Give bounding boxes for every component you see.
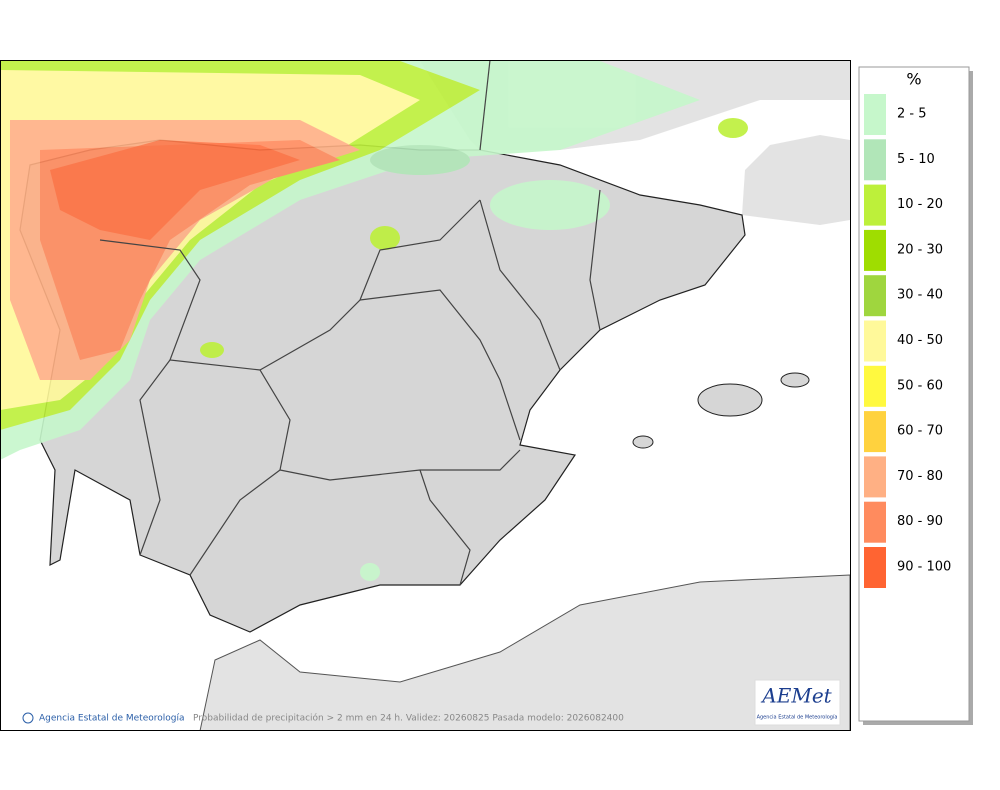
copyright-text: Agencia Estatal de Meteorología xyxy=(39,714,185,724)
legend-swatch xyxy=(864,139,886,181)
map xyxy=(0,60,851,731)
legend: % 2 - 5 5 - 10 10 - 20 20 - 30 30 - 40 40 - 5… xyxy=(858,66,973,725)
logo-mark: AEMet xyxy=(760,684,832,708)
africa-land xyxy=(199,574,850,730)
ibiza xyxy=(632,435,654,449)
legend-swatch xyxy=(864,94,886,135)
legend-label: 40 - 50 xyxy=(897,333,943,348)
legend-label: 80 - 90 xyxy=(897,514,943,529)
legend-title: % xyxy=(906,70,921,89)
legend-swatch xyxy=(864,184,886,226)
legend-swatch xyxy=(864,275,886,317)
legend-label: 50 - 60 xyxy=(897,378,943,393)
legend-swatch xyxy=(864,320,886,362)
legend-swatch xyxy=(864,229,886,271)
legend-label: 2 - 5 xyxy=(897,107,927,122)
logo-name: Agencia Estatal de Meteorología xyxy=(757,714,838,721)
legend-swatch xyxy=(864,547,886,588)
logo-box xyxy=(754,679,841,726)
precip-field xyxy=(1,61,748,581)
logo: AEMet Agencia Estatal de Meteorología xyxy=(754,679,841,726)
copyright-icon xyxy=(22,712,34,724)
legend-label: 90 - 100 xyxy=(897,560,951,575)
legend-swatch xyxy=(864,411,886,453)
legend-label: 10 - 20 xyxy=(897,197,943,212)
caption: Probabilidad de precipitación > 2 mm en … xyxy=(193,713,624,724)
legend-label: 5 - 10 xyxy=(897,152,935,167)
legend-swatch xyxy=(864,365,886,407)
menorca xyxy=(780,372,810,388)
legend-label: 20 - 30 xyxy=(897,242,943,257)
footer: Agencia Estatal de Meteorología Probabil… xyxy=(22,712,624,724)
region-borders xyxy=(99,61,601,586)
legend-label: 30 - 40 xyxy=(897,288,943,303)
legend-label: 70 - 80 xyxy=(897,469,943,484)
legend-swatch xyxy=(864,456,886,498)
legend-swatch xyxy=(864,501,886,543)
mallorca xyxy=(697,383,763,417)
legend-label: 60 - 70 xyxy=(897,424,943,439)
